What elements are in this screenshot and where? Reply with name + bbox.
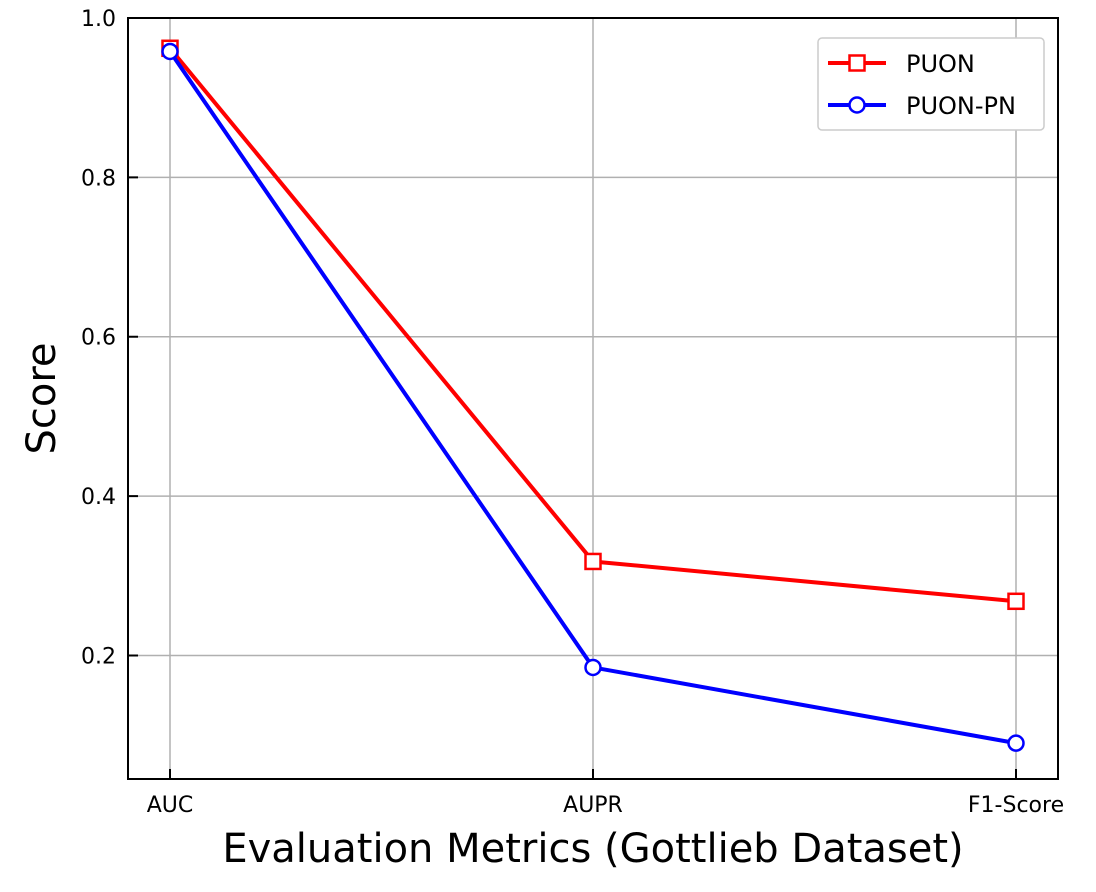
series-puon-pn	[161, 42, 1025, 752]
data-point-circle	[1007, 734, 1025, 752]
y-tick-label: 1.0	[81, 7, 116, 32]
y-tick-label: 0.6	[81, 326, 116, 351]
x-tick-label: F1-Score	[968, 793, 1064, 818]
data-point-square	[1007, 592, 1025, 611]
series-lines	[161, 39, 1025, 752]
data-point-square	[584, 552, 602, 571]
y-axis-title: Score	[19, 342, 65, 454]
grid	[128, 17, 1058, 779]
x-tick-label: AUC	[147, 793, 194, 818]
legend-entry: PUON	[828, 50, 975, 78]
x-tick-label: AUPR	[563, 793, 623, 818]
data-point-circle	[161, 42, 179, 61]
legend-entry: PUON-PN	[828, 92, 1016, 120]
y-tick-label: 0.2	[81, 644, 116, 669]
axis-ticks: AUC AUPR F1-Score 0.2 0.4 0.6 0.8 1.0	[81, 7, 1064, 818]
legend: PUON PUON-PN	[817, 37, 1045, 131]
y-tick-label: 0.4	[81, 485, 116, 510]
data-point-circle	[848, 96, 866, 114]
data-point-square	[848, 54, 866, 72]
x-axis-title: Evaluation Metrics (Gottlieb Dataset)	[222, 826, 963, 872]
data-point-circle	[584, 658, 602, 677]
legend-label: PUON	[906, 50, 975, 78]
legend-label: PUON-PN	[906, 92, 1016, 120]
y-tick-label: 0.8	[81, 166, 116, 191]
